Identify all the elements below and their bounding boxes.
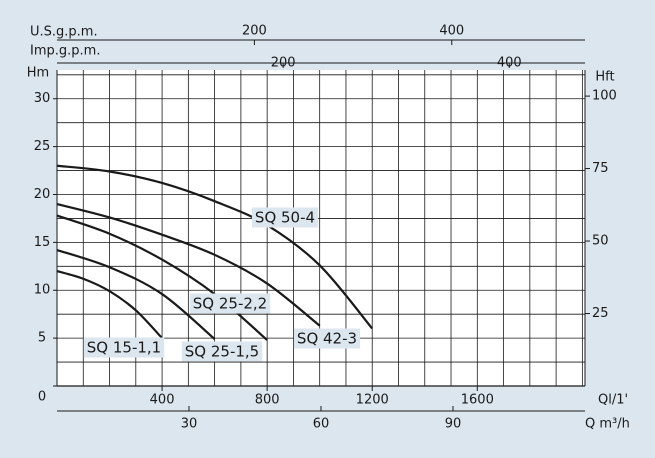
- x-axis-label: Ql/1': [598, 393, 628, 408]
- secondary-x-tick-label: 400: [439, 24, 464, 39]
- curve: [56, 202, 321, 327]
- y-tick-label: 30: [34, 91, 51, 106]
- curve-label: SQ 42-3: [297, 330, 357, 348]
- curve-label-bg: [293, 328, 361, 349]
- y2-tick-label: 75: [592, 161, 609, 176]
- curve-label-group: SQ 25-2,2: [189, 293, 271, 314]
- secondary-x-axis-label: Imp.g.p.m.: [30, 44, 100, 59]
- secondary-x-tick-label: 200: [271, 56, 296, 71]
- curve-label: SQ 25-1,5: [185, 343, 259, 361]
- curve-label-group: SQ 15-1,1: [83, 337, 165, 358]
- curve-label-group: SQ 25-1,5: [181, 341, 263, 362]
- y-tick-label: 15: [34, 235, 51, 250]
- x-tick-label: 400: [150, 393, 175, 408]
- curve: [56, 164, 374, 330]
- secondary-x-tick-label: 30: [181, 417, 198, 432]
- secondary-x-axis-label: U.S.g.p.m.: [30, 25, 98, 40]
- curve-label-bg: [181, 341, 263, 362]
- x-tick-label: 800: [255, 393, 280, 408]
- secondary-x-tick-label: 60: [313, 417, 330, 432]
- curve: [56, 248, 216, 340]
- secondary-x-tick-label: 200: [242, 24, 267, 39]
- y-tick-label: 5: [38, 331, 46, 346]
- x-tick-label: 1600: [461, 393, 494, 408]
- curve-label: SQ 50-4: [255, 209, 315, 227]
- y2-axis-label: Hft: [595, 70, 614, 85]
- curve-label-bg: [189, 293, 271, 314]
- y-tick-label: 10: [34, 283, 51, 298]
- secondary-x-axis-label: Q m³/h: [585, 417, 630, 432]
- y-tick-label: 20: [34, 187, 51, 202]
- y-tick-label: 0: [38, 390, 46, 405]
- x-tick-label: 1200: [356, 393, 389, 408]
- curve-label: SQ 25-2,2: [193, 295, 267, 313]
- y2-tick-label: 25: [592, 306, 609, 321]
- curve-label: SQ 15-1,1: [87, 339, 161, 357]
- curve-label-group: SQ 42-3: [293, 328, 361, 349]
- y2-tick-label: 100: [592, 89, 617, 104]
- curve-label-bg: [251, 207, 319, 228]
- y-tick-label: 25: [34, 139, 51, 154]
- secondary-x-tick-label: 90: [445, 417, 462, 432]
- curve-label-bg: [83, 337, 165, 358]
- y-axis-label: Hm: [27, 66, 49, 81]
- curve-label-group: SQ 50-4: [251, 207, 319, 228]
- secondary-x-tick-label: 400: [497, 56, 522, 71]
- curve: [56, 270, 163, 339]
- y2-tick-label: 50: [592, 234, 609, 249]
